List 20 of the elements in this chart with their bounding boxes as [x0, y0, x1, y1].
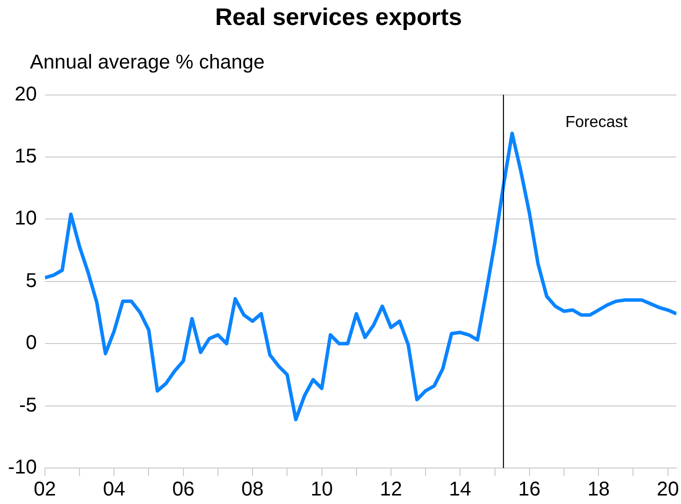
- x-tick-label: 04: [102, 478, 126, 501]
- x-tick-label: 14: [449, 478, 472, 501]
- x-tick-label: 08: [241, 478, 264, 501]
- y-tick-label: 20: [14, 83, 37, 106]
- y-tick-label: 15: [14, 146, 37, 168]
- x-tick-label: 12: [380, 478, 402, 501]
- y-tick-label: 5: [26, 270, 37, 292]
- x-tick-label: 02: [34, 478, 56, 501]
- x-tick-label: 20: [656, 478, 679, 501]
- x-tick-label: 06: [172, 478, 194, 501]
- x-tick-label: 18: [587, 478, 610, 501]
- x-tick-label: 16: [518, 478, 541, 501]
- y-tick-label: 0: [26, 332, 37, 354]
- y-tick-label: -5: [19, 394, 37, 416]
- y-tick-label: -10: [8, 456, 37, 479]
- annotation: Forecast: [565, 114, 628, 132]
- y-axis-title: Annual average % change: [30, 51, 265, 74]
- y-tick-label: 10: [14, 208, 37, 230]
- chart-title: Real services exports: [215, 4, 462, 32]
- x-tick-label: 10: [310, 478, 333, 501]
